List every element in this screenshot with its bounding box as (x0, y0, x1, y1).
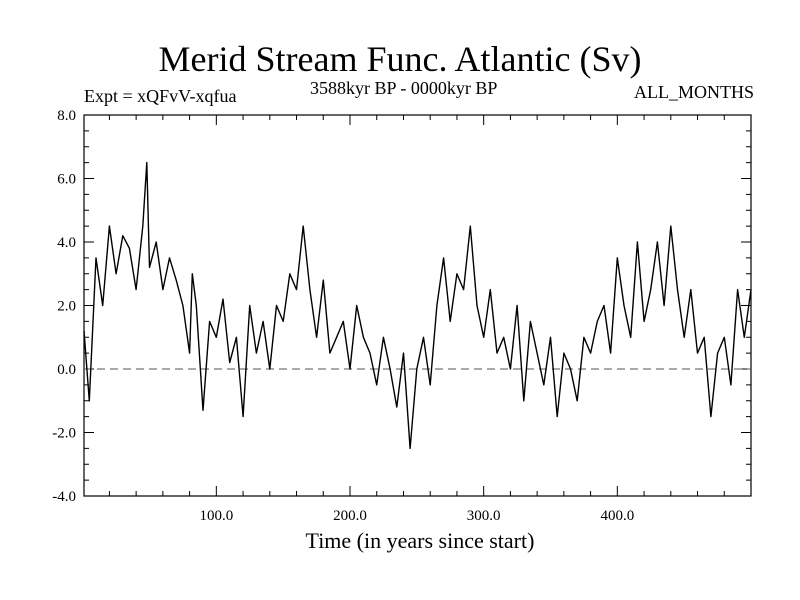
axis-ticks: 100.0 200.0 300.0 400.0 -4.0 -2.0 0.0 2.0 4.0 6.0… (52, 108, 751, 524)
y-tick-label: 4.0 (57, 235, 76, 251)
y-tick-label: -4.0 (52, 489, 76, 505)
x-tick-label: 100.0 (199, 508, 233, 524)
y-tick-label: 8.0 (57, 108, 76, 124)
series-line (83, 161, 752, 450)
experiment-label: Expt = xQFvV-xqfua (84, 86, 237, 106)
chart-title: Merid Stream Func. Atlantic (Sv) (158, 39, 642, 79)
x-tick-label: 200.0 (333, 508, 367, 524)
x-axis-label: Time (in years since start) (305, 528, 535, 553)
time-range-label: 3588kyr BP - 0000kyr BP (310, 78, 498, 98)
season-label: ALL_MONTHS (634, 82, 754, 102)
x-tick-label: 400.0 (600, 508, 634, 524)
y-tick-label: 6.0 (57, 172, 76, 188)
x-tick-label: 300.0 (467, 508, 501, 524)
y-tick-label: -2.0 (52, 426, 76, 442)
plot-frame (83, 114, 752, 497)
y-tick-label: 0.0 (57, 362, 76, 378)
y-tick-label: 2.0 (57, 299, 76, 315)
